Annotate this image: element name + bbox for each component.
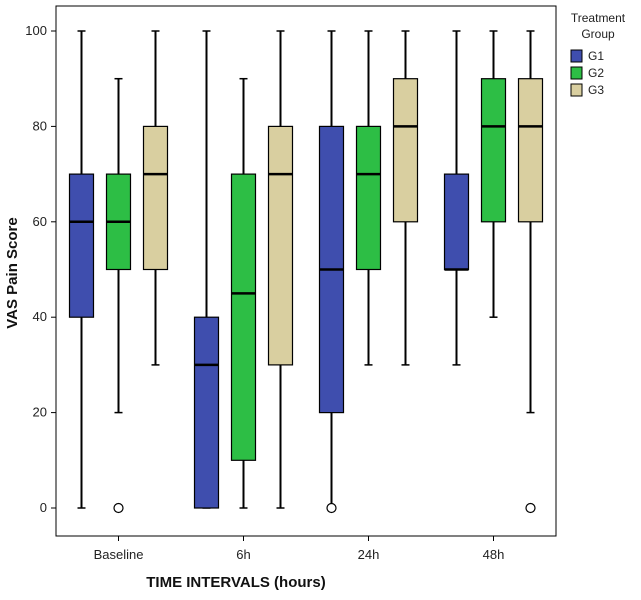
outlier-point — [525, 502, 536, 514]
legend-swatch-g2 — [570, 66, 583, 80]
legend-swatch-g1 — [570, 49, 583, 63]
box-g3 — [392, 78, 419, 223]
legend-swatch-g3 — [570, 83, 583, 97]
y-tick-label: 40 — [33, 309, 47, 324]
legend-title-line-1: Treatment — [571, 11, 626, 25]
y-tick-label: 0 — [40, 500, 47, 515]
y-axis-title: VAS Pain Score — [4, 217, 21, 328]
x-tick-label: Baseline — [94, 547, 144, 562]
legend-label-g1: G1 — [588, 49, 604, 63]
x-tick-label: 24h — [358, 547, 380, 562]
y-tick-label: 100 — [25, 23, 47, 38]
legend-title-line-2: Group — [581, 27, 615, 41]
outlier-point — [113, 502, 124, 514]
legend-label-g2: G2 — [588, 66, 604, 80]
x-tick-label: 6h — [236, 547, 250, 562]
plot-frame — [55, 5, 557, 537]
box-g3 — [267, 125, 294, 366]
x-tick-label: 48h — [483, 547, 505, 562]
box-g1 — [443, 173, 470, 271]
box-g3 — [142, 125, 169, 271]
y-tick-label: 20 — [33, 405, 47, 420]
legend: Treatment Group G1 G2 G3 — [570, 11, 626, 97]
plot-area: 0 20 40 60 80 100 Baseline 6h 24h 48h — [25, 5, 557, 562]
x-axis-title: TIME INTERVALS (hours) — [146, 574, 325, 591]
box-g1 — [68, 173, 95, 318]
box-g2 — [355, 125, 382, 271]
box-g1 — [193, 316, 220, 509]
box-g3 — [517, 78, 544, 223]
box-g2 — [230, 173, 257, 461]
outlier-point — [326, 502, 337, 514]
legend-label-g3: G3 — [588, 83, 604, 97]
y-tick-label: 80 — [33, 118, 47, 133]
y-tick-label: 60 — [33, 214, 47, 229]
box-g2 — [480, 78, 507, 223]
